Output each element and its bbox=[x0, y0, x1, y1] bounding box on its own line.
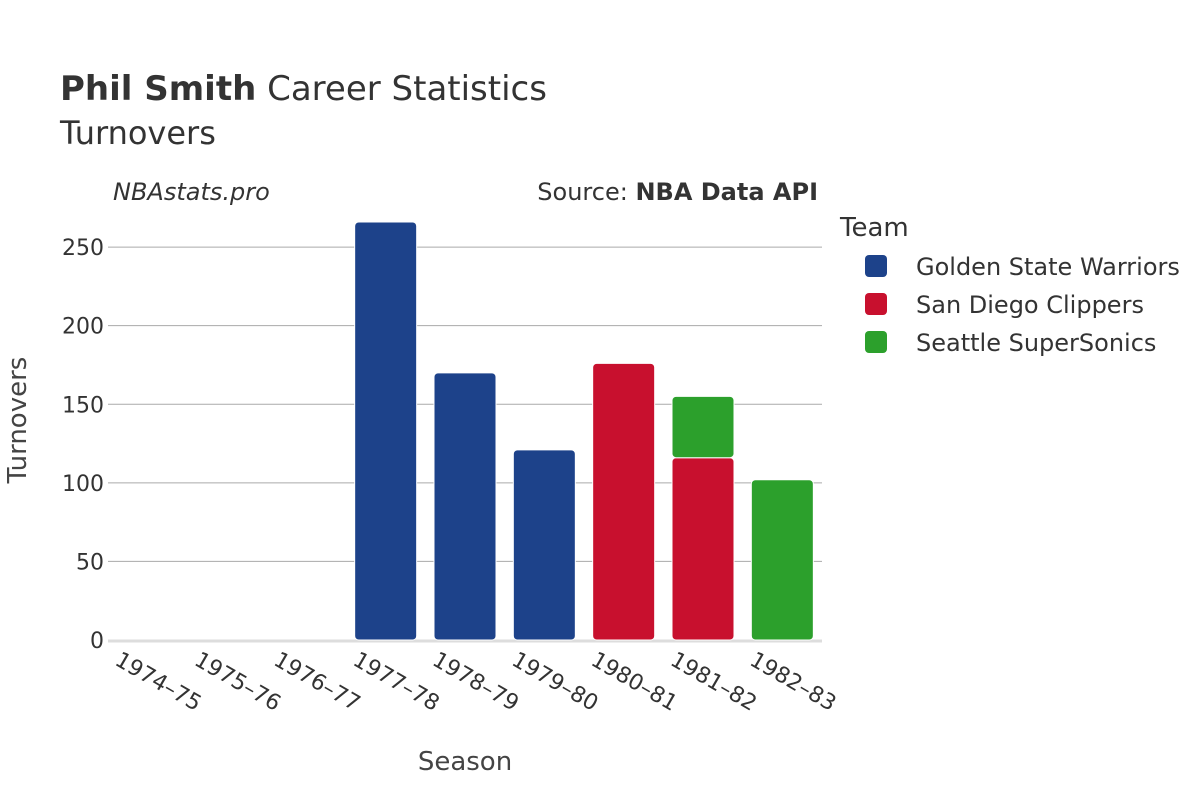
chart-subtitle: Turnovers bbox=[59, 114, 216, 152]
x-tick-label: 1974–75 bbox=[111, 648, 206, 717]
bar-1981–82-seattle-supersonics bbox=[671, 395, 735, 459]
chart-title-player: Phil Smith bbox=[60, 69, 256, 109]
legend-item-label: San Diego Clippers bbox=[916, 291, 1144, 319]
source-prefix: Source: bbox=[537, 178, 635, 206]
legend-swatch bbox=[865, 331, 887, 353]
bar-1979–80-golden-state-warriors bbox=[512, 449, 576, 641]
bars bbox=[354, 221, 814, 641]
bar-1980–81-san-diego-clippers bbox=[592, 362, 656, 641]
chart-title: Phil Smith Career Statistics bbox=[60, 69, 547, 109]
x-axis-title: Season bbox=[418, 747, 512, 777]
legend-item-label: Golden State Warriors bbox=[916, 253, 1180, 281]
y-tick-label: 200 bbox=[62, 315, 104, 340]
x-tick-label: 1975–76 bbox=[190, 648, 285, 717]
x-tick-label: 1977–78 bbox=[349, 648, 444, 717]
legend-item-label: Seattle SuperSonics bbox=[916, 329, 1156, 357]
x-tick-label: 1976–77 bbox=[269, 648, 364, 717]
bar-1977–78-golden-state-warriors bbox=[354, 221, 418, 641]
x-tick-label: 1979–80 bbox=[507, 648, 602, 717]
chart-title-rest: Career Statistics bbox=[256, 69, 547, 109]
bar-1981–82-san-diego-clippers bbox=[671, 457, 735, 641]
y-axis-title: Turnovers bbox=[3, 357, 33, 485]
x-tick-label: 1978–79 bbox=[428, 648, 523, 717]
x-tick-label: 1980–81 bbox=[587, 648, 682, 717]
source-text: Source: NBA Data API bbox=[537, 178, 818, 206]
y-tick-label: 100 bbox=[62, 472, 104, 497]
legend: Golden State Warriors San Diego Clippers S… bbox=[865, 253, 1180, 357]
source-name: NBA Data API bbox=[635, 178, 818, 206]
y-tick-label: 0 bbox=[90, 629, 104, 654]
x-axis-ticks: 1974–751975–761976–771977–781978–791979–… bbox=[111, 648, 840, 717]
bar-1978–79-golden-state-warriors bbox=[433, 372, 497, 641]
bar-1982–83-seattle-supersonics bbox=[750, 479, 814, 641]
y-tick-label: 150 bbox=[62, 393, 104, 418]
legend-swatch bbox=[865, 255, 887, 277]
x-tick-label: 1982–83 bbox=[745, 648, 840, 717]
y-tick-label: 50 bbox=[76, 550, 104, 575]
x-tick-label: 1981–82 bbox=[666, 648, 761, 717]
y-axis-ticks: 0 50 100 150 200 250 bbox=[62, 236, 104, 654]
y-tick-label: 250 bbox=[62, 236, 104, 261]
watermark-text: NBAstats.pro bbox=[113, 178, 270, 206]
legend-swatch bbox=[865, 293, 887, 315]
legend-title: Team bbox=[839, 213, 909, 243]
